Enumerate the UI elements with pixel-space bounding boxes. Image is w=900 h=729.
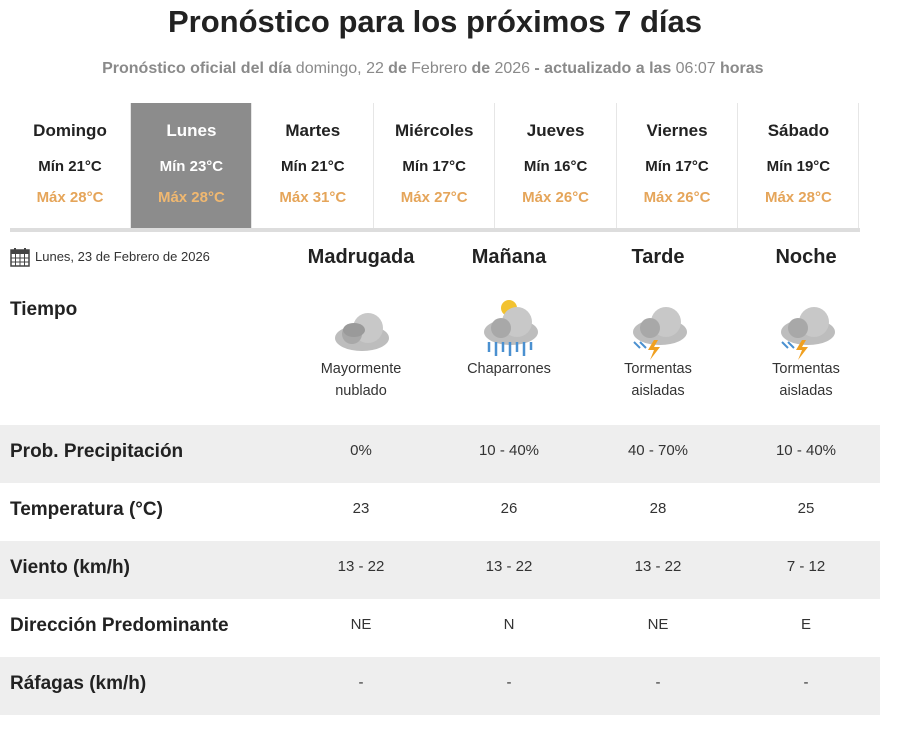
row-value: 0% [350, 442, 372, 459]
row-value: 40 - 70% [627, 442, 689, 459]
row-value: - [506, 674, 512, 691]
row-value: 13 - 22 [337, 558, 385, 575]
subtitle-part: Febrero [411, 60, 468, 77]
row-value: 26 [500, 500, 518, 517]
period-header: Mañana [471, 246, 547, 268]
icon-cloudy [335, 313, 389, 351]
icon-storm [781, 307, 835, 360]
subtitle-part: horas [720, 60, 764, 77]
row-label: Ráfagas (km/h) [10, 673, 147, 694]
day-tab[interactable]: Jueves Mín 16°C Máx 26°C [496, 103, 617, 228]
day-name: Jueves [526, 121, 585, 140]
row-label: Prob. Precipitación [10, 441, 184, 462]
day-tab[interactable]: Domingo Mín 21°C Máx 28°C [10, 103, 131, 228]
row-value: 10 - 40% [478, 442, 540, 459]
period-header: Noche [775, 246, 837, 268]
day-name: Domingo [33, 121, 107, 140]
row-value: NE [350, 616, 372, 633]
row-label: Dirección Predominante [10, 615, 229, 636]
forecast-date: Lunes, 23 de Febrero de 2026 [35, 249, 210, 264]
weather-desc: Tormentas aisladas [772, 361, 840, 399]
icon-storm [633, 307, 687, 360]
row-value: 10 - 40% [775, 442, 837, 459]
period-header: Tarde [631, 246, 685, 268]
day-max: Máx 26°C [643, 189, 711, 206]
day-tab[interactable]: Lunes Mín 23°C Máx 28°C [131, 103, 253, 228]
day-max: Máx 26°C [522, 189, 590, 206]
day-max: Máx 28°C [157, 189, 225, 206]
day-max: Máx 31°C [279, 189, 347, 206]
weather-icons [335, 300, 835, 360]
day-min: Mín 21°C [281, 158, 345, 175]
day-max: Máx 28°C [764, 189, 832, 206]
day-name: Miércoles [394, 121, 474, 140]
row-value: - [358, 674, 364, 691]
row-value: N [503, 616, 515, 633]
row-value: 13 - 22 [485, 558, 533, 575]
row-background [0, 425, 880, 483]
row-background [0, 541, 880, 599]
weather-desc: Mayormente nublado [320, 361, 402, 399]
day-tab[interactable]: Sábado Mín 19°C Máx 28°C [738, 103, 860, 228]
row-value: 28 [649, 500, 667, 517]
weather-desc: Tormentas aisladas [624, 361, 692, 399]
day-name: Lunes [166, 121, 217, 140]
row-value: - [803, 674, 809, 691]
row-value: 7 - 12 [786, 558, 826, 575]
row-value: 25 [797, 500, 815, 517]
subtitle-part: - actualizado a las [534, 60, 672, 77]
title: Pronóstico para los próximos 7 días [167, 4, 703, 39]
day-min: Mín 17°C [402, 158, 466, 175]
day-name: Sábado [767, 121, 830, 140]
subtitle-part: de [388, 60, 407, 77]
day-name: Viernes [646, 121, 708, 140]
day-min: Mín 19°C [766, 158, 831, 175]
subtitle-part: 2026 [494, 60, 531, 77]
divider [10, 228, 860, 232]
subtitle-part: domingo, 22 [295, 60, 384, 77]
day-max: Máx 28°C [36, 189, 104, 206]
day-name: Martes [285, 121, 341, 140]
day-tab[interactable]: Miércoles Mín 17°C Máx 27°C [374, 103, 496, 228]
day-min: Mín 23°C [159, 158, 224, 175]
day-tab[interactable]: Viernes Mín 17°C Máx 26°C [617, 103, 738, 228]
period-header: Madrugada [307, 246, 415, 268]
row-value: E [800, 616, 811, 633]
row-label: Tiempo [10, 299, 78, 320]
row-value: 23 [352, 500, 370, 517]
day-max: Máx 27°C [400, 189, 468, 206]
subtitle-part: 06:07 [675, 60, 716, 77]
icon-showers [484, 300, 538, 356]
subtitle-part: de [471, 60, 491, 77]
day-min: Mín 21°C [38, 158, 102, 175]
row-value: NE [647, 616, 669, 633]
calendar-icon [10, 248, 30, 267]
day-tab[interactable]: Martes Mín 21°C Máx 31°C [253, 103, 374, 228]
row-label: Temperatura (°C) [10, 499, 163, 520]
subtitle: Pronóstico oficial del día domingo, 22 de F… [0, 60, 870, 78]
day-min: Mín 17°C [645, 158, 709, 175]
row-value: - [655, 674, 661, 691]
subtitle-part: Pronóstico oficial del día [102, 60, 292, 77]
row-background [0, 657, 880, 715]
weather-desc: Chaparrones [467, 361, 551, 377]
row-value: 13 - 22 [634, 558, 682, 575]
row-label: Viento (km/h) [10, 557, 130, 578]
day-min: Mín 16°C [523, 158, 588, 175]
